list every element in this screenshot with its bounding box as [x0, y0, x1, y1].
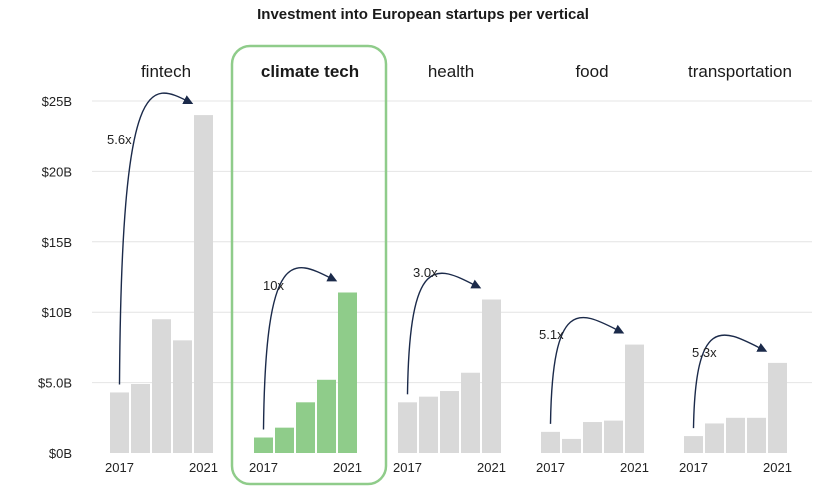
highlight-box [230, 44, 388, 486]
y-tick-label: $0B [49, 446, 72, 461]
x-tick-label: 2017 [249, 460, 278, 475]
multiplier-label: 5.3x [692, 345, 717, 360]
y-tick-label: $20B [42, 164, 72, 179]
bar [173, 340, 192, 453]
bar [583, 422, 602, 453]
bar [726, 417, 745, 453]
bar [275, 427, 294, 453]
bar [338, 292, 357, 453]
x-tick-label: 2021 [477, 460, 506, 475]
bar [419, 396, 438, 453]
bar [684, 436, 703, 453]
highlight-layer [230, 44, 388, 486]
x-tick-label: 2021 [763, 460, 792, 475]
bar [768, 362, 787, 453]
bar [482, 299, 501, 453]
bar [747, 417, 766, 453]
multiplier-label: 5.1x [539, 327, 564, 342]
multiplier-label: 5.6x [107, 132, 132, 147]
chart-title: Investment into European startups per ve… [257, 6, 589, 23]
bar [194, 115, 213, 453]
bar [562, 438, 581, 453]
panel-label: climate tech [261, 62, 359, 81]
bar [625, 344, 644, 453]
x-tick-label: 2017 [536, 460, 565, 475]
growth-arrow [262, 267, 338, 430]
bar [541, 431, 560, 453]
bar [705, 423, 724, 453]
panel-label: health [428, 62, 474, 81]
x-tick-label: 2017 [679, 460, 708, 475]
multiplier-label: 10x [263, 278, 284, 293]
bar [398, 402, 417, 453]
y-tick-label: $25B [42, 94, 72, 109]
bar [317, 379, 336, 453]
bar [131, 384, 150, 453]
x-tick-label: 2021 [620, 460, 649, 475]
bar [152, 319, 171, 453]
bar [461, 372, 480, 453]
multiplier-label: 3.0x [413, 265, 438, 280]
y-tick-label: $10B [42, 305, 72, 320]
y-tick-label: $5.0B [38, 376, 72, 391]
panel-label: fintech [141, 62, 191, 81]
x-tick-label: 2017 [105, 460, 134, 475]
x-tick-label: 2017 [393, 460, 422, 475]
bar [440, 391, 459, 453]
bar [604, 420, 623, 453]
y-tick-label: $15B [42, 235, 72, 250]
bar [110, 392, 129, 453]
bars-layer [110, 115, 787, 453]
arrow-layer [118, 92, 768, 430]
panel-label: food [575, 62, 608, 81]
x-tick-label: 2021 [189, 460, 218, 475]
growth-arrow [118, 92, 194, 385]
label-layer: $0B $5.0B $10B $15B $20B $25B fintech 2017 2021 5… [38, 62, 792, 475]
growth-arrow [549, 316, 625, 424]
panel-label: transportation [688, 62, 792, 81]
bar [254, 437, 273, 453]
bar [296, 402, 315, 453]
growth-arrow [406, 272, 482, 395]
x-tick-label: 2021 [333, 460, 362, 475]
growth-arrow [692, 334, 768, 429]
